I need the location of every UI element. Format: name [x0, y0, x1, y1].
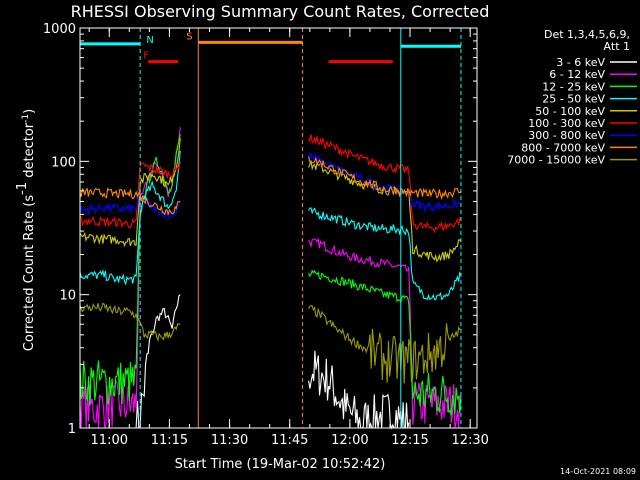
- chart-title: RHESSI Observing Summary Count Rates, Co…: [71, 2, 490, 21]
- axes-layer: 11:00 11:15 11:30 11:45 12:00 12:15 12:30 1 10 10…: [43, 22, 489, 448]
- series-line-3-seg2: [308, 207, 462, 301]
- series-line-4-seg2: [308, 160, 462, 263]
- legend-header-0: Det 1,3,4,5,6,9,: [544, 28, 630, 41]
- series-layer: [79, 127, 462, 430]
- legend-entry-label: 25 - 50 keV: [542, 93, 605, 106]
- series-line-8-seg1: [79, 302, 181, 343]
- x-tick-label: 11:30: [211, 433, 248, 448]
- y-tick-label: 10: [59, 289, 76, 304]
- series-line-0-seg1: [135, 294, 181, 429]
- series-line-5-seg2: [308, 134, 462, 234]
- series-line-6-seg2: [308, 152, 462, 214]
- marker-layer: FN S: [80, 28, 462, 428]
- legend-entry-label: 12 - 25 keV: [542, 80, 605, 93]
- series-line-8-seg2: [308, 305, 462, 384]
- x-tick-label: 12:15: [391, 433, 428, 448]
- x-tick-label: 11:45: [271, 433, 308, 448]
- generation-timestamp: 14-Oct-2021 08:09: [560, 467, 636, 476]
- legend-entry-label: 6 - 12 keV: [549, 68, 605, 81]
- flag-label-F: F: [143, 51, 149, 62]
- series-line-7-seg1: [79, 187, 181, 216]
- series-line-6-seg1: [79, 194, 181, 220]
- legend-entry-label: 3 - 6 keV: [556, 56, 605, 69]
- series-line-1-seg2: [308, 237, 462, 429]
- legend-entry-label: 300 - 800 keV: [528, 129, 605, 142]
- series-line-2-seg2: [308, 269, 462, 416]
- x-tick-label: 11:00: [91, 433, 128, 448]
- series-line-7-seg2: [308, 156, 462, 200]
- x-tick-label: 12:30: [451, 433, 488, 448]
- y-tick-label: 1000: [43, 22, 76, 37]
- legend-entry-label: 100 - 300 keV: [528, 117, 605, 130]
- legend-header-1: Att 1: [604, 40, 630, 53]
- legend-entry-label: 50 - 100 keV: [535, 105, 605, 118]
- series-line-0-seg2: [308, 350, 410, 430]
- series-line-2-seg1: [79, 133, 181, 406]
- x-axis-label: Start Time (19-Mar-02 10:52:42): [175, 457, 386, 472]
- legend-entry-label: 7000 - 15000 keV: [507, 154, 605, 167]
- y-tick-label: 100: [51, 155, 76, 170]
- x-tick-label: 11:15: [151, 433, 188, 448]
- series-line-5-seg1: [79, 161, 181, 229]
- y-axis-label: Corrected Count Rate (s-1 detector-1): [15, 109, 38, 351]
- flag-label-N: N: [146, 35, 153, 46]
- series-line-3-seg1: [79, 150, 181, 286]
- flag-label-S: S: [186, 31, 192, 42]
- plot-frame: [79, 27, 478, 429]
- y-tick-label: 1: [68, 422, 76, 437]
- x-tick-label: 12:00: [331, 433, 368, 448]
- series-line-4-seg1: [79, 137, 181, 248]
- legend-entry-label: 800 - 7000 keV: [521, 141, 605, 154]
